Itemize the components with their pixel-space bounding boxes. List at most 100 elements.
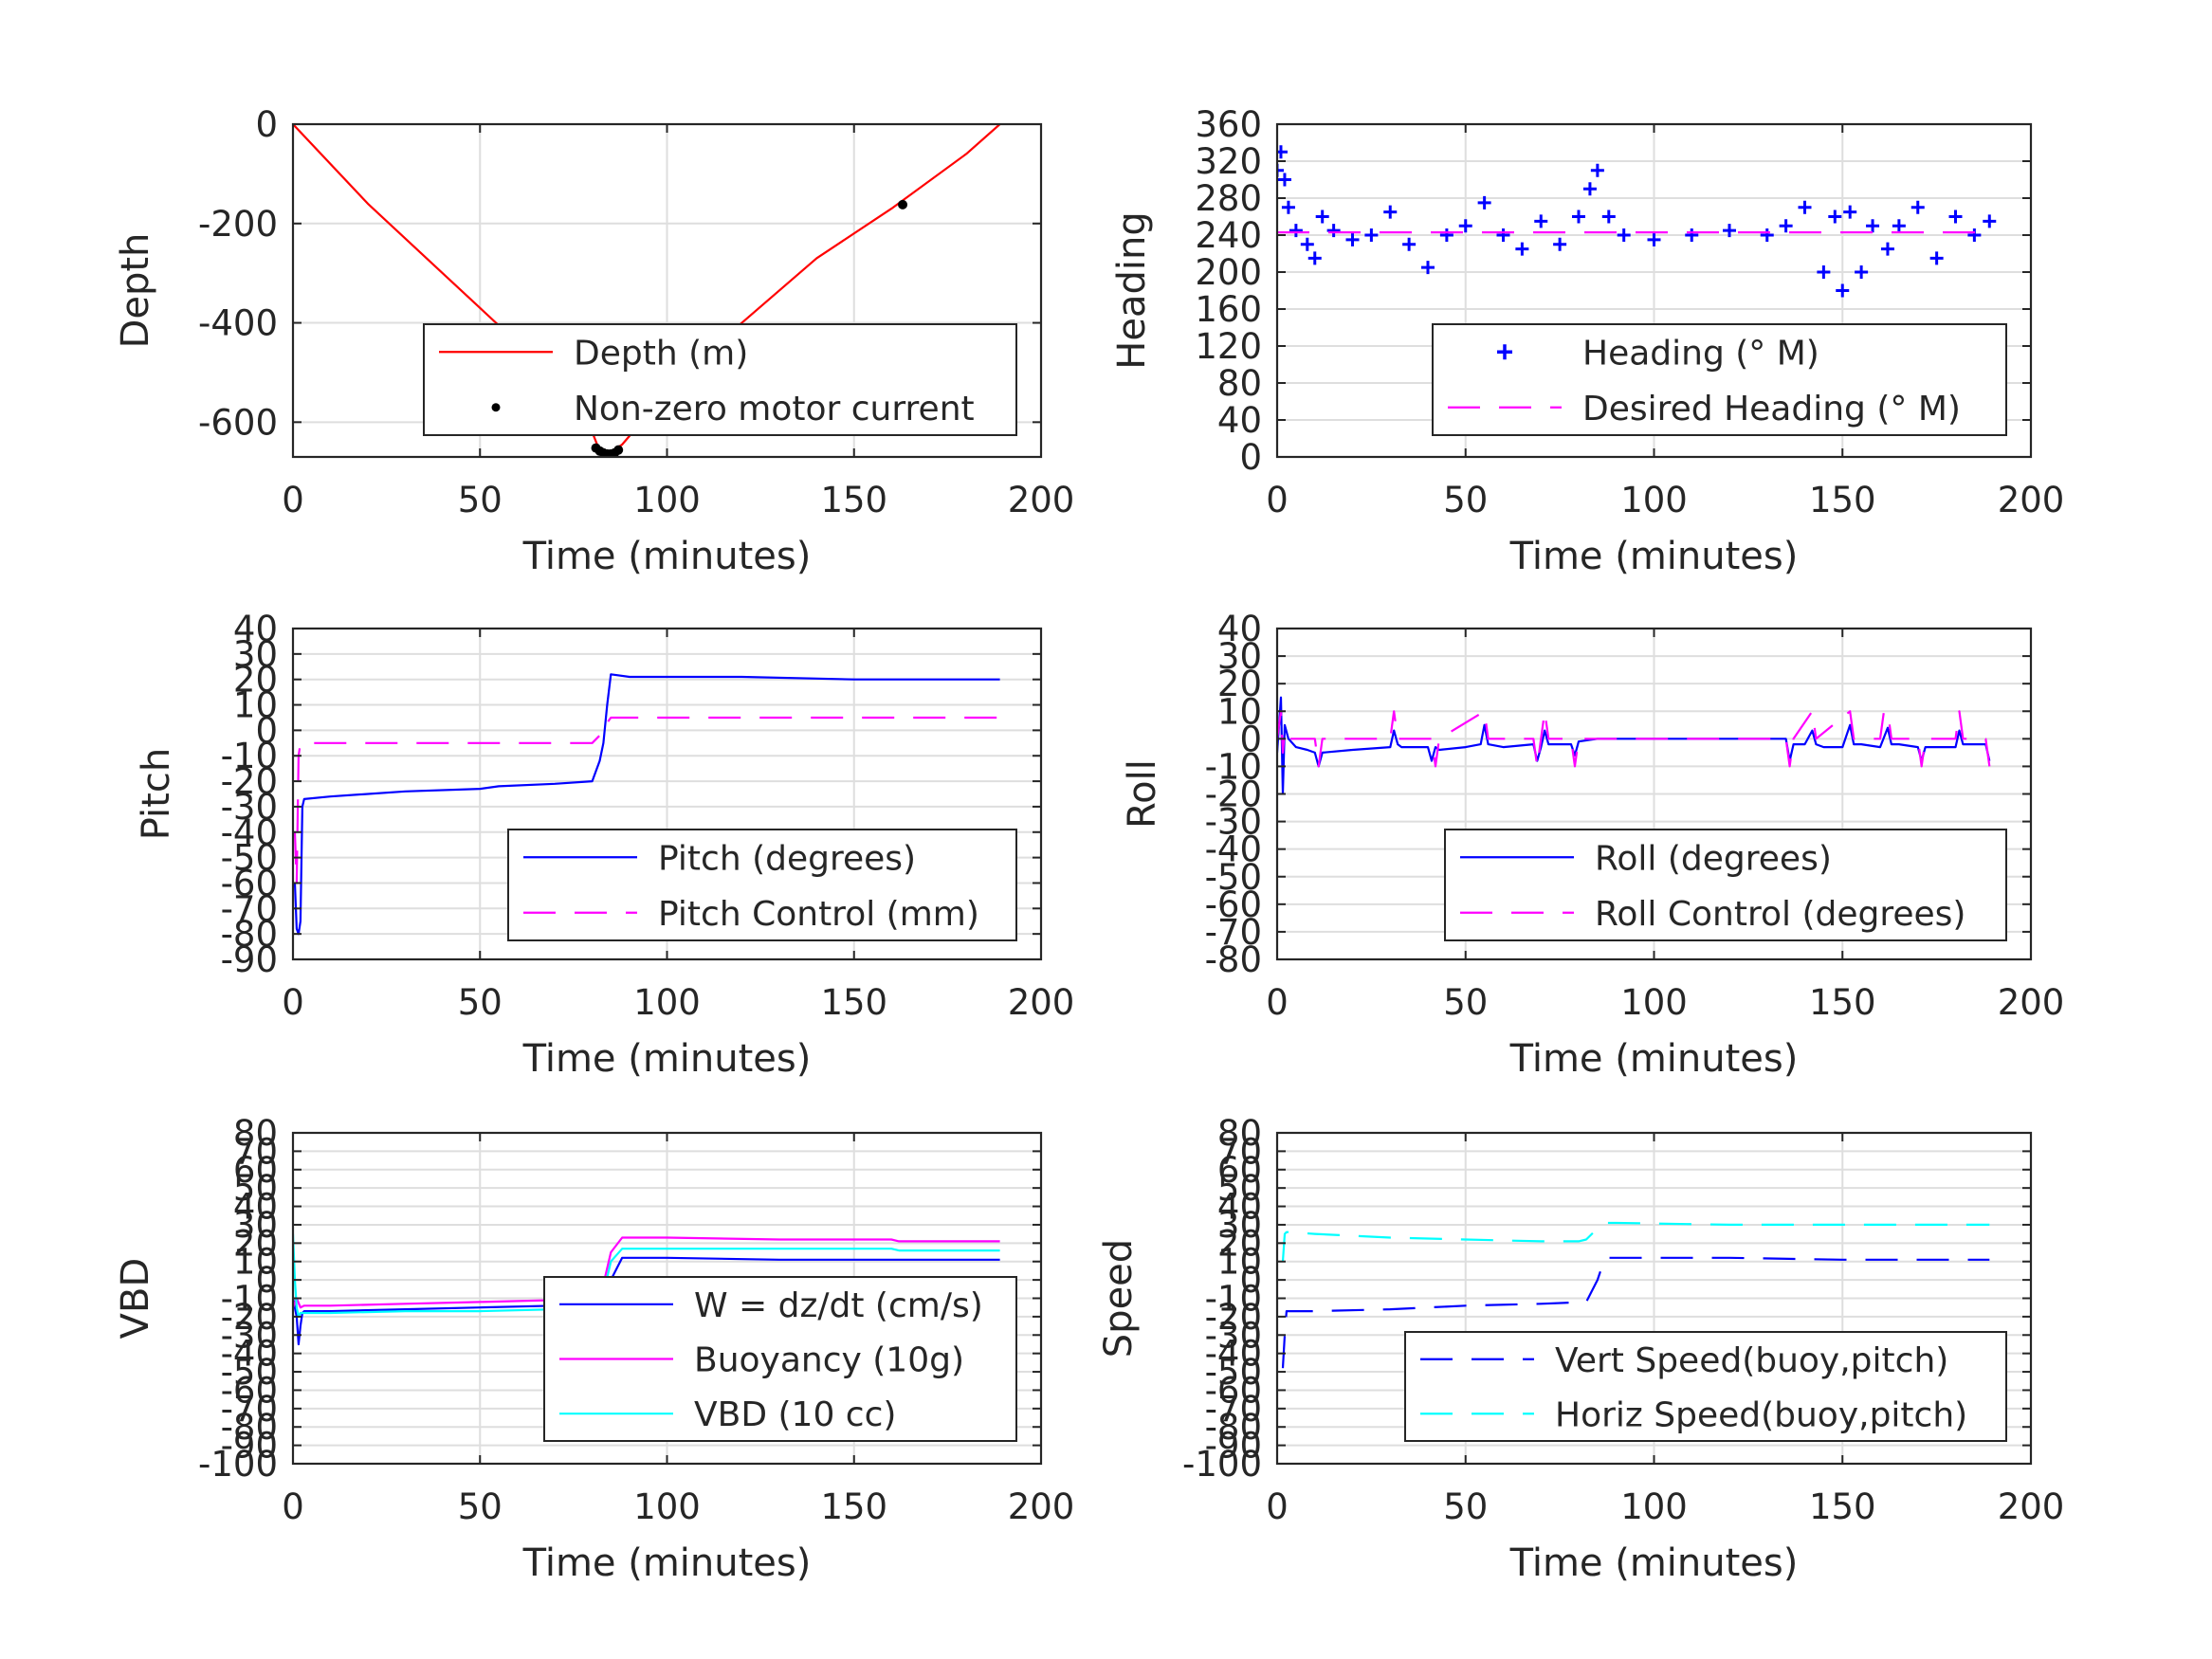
x-tick-label: 150 <box>1809 480 1876 520</box>
legend-label: VBD (10 cc) <box>694 1395 896 1434</box>
x-tick-label: 200 <box>1008 1486 1075 1527</box>
y-tick-label: 30 <box>1217 1205 1262 1246</box>
y-tick-label: -90 <box>221 1426 278 1467</box>
x-tick-label: 100 <box>633 982 701 1023</box>
series-heading-0-point <box>1798 200 1812 214</box>
y-tick-label: -30 <box>1205 1315 1262 1356</box>
y-axis-label: Depth <box>114 233 157 349</box>
y-tick-label: 50 <box>233 1168 278 1209</box>
x-tick-label: 100 <box>633 480 701 520</box>
x-tick-label: 200 <box>1998 480 2065 520</box>
series-depth-1-point <box>898 199 908 210</box>
x-tick-label: 100 <box>633 1486 701 1527</box>
y-tick-label: 0 <box>1239 719 1262 759</box>
y-tick-label: -10 <box>1205 746 1262 787</box>
y-tick-label: 200 <box>1195 252 1262 293</box>
legend-swatch <box>491 403 501 412</box>
y-tick-label: -90 <box>1205 1426 1262 1467</box>
x-tick-label: 100 <box>1620 480 1688 520</box>
x-axis-label: Time (minutes) <box>522 1037 812 1081</box>
legend-box <box>1444 829 2007 941</box>
legend-label: Pitch (degrees) <box>658 839 916 878</box>
y-tick-label: 0 <box>255 1260 278 1301</box>
series-heading-0-point <box>1647 232 1661 246</box>
series-heading-0-point <box>1967 228 1982 242</box>
y-tick-label: -40 <box>1205 1334 1262 1375</box>
y-tick-label: -90 <box>221 939 278 980</box>
y-tick-label: -80 <box>1205 939 1262 980</box>
x-tick-label: 0 <box>282 480 304 520</box>
legend-label: Heading (° M) <box>1582 334 1819 373</box>
y-tick-label: -40 <box>221 812 278 853</box>
x-tick-label: 50 <box>458 1486 503 1527</box>
y-tick-label: -20 <box>1205 1297 1262 1338</box>
x-tick-label: 200 <box>1008 982 1075 1023</box>
series-heading-0-point <box>1439 228 1453 242</box>
series-depth-1-point <box>613 445 624 455</box>
series-heading-0-point <box>1281 200 1295 214</box>
series-heading-0-point <box>1553 237 1567 251</box>
y-tick-label: -100 <box>198 1444 278 1485</box>
x-tick-label: 50 <box>1443 982 1488 1023</box>
y-tick-label: 10 <box>1217 691 1262 732</box>
y-tick-label: -20 <box>221 1297 278 1338</box>
y-tick-label: -100 <box>1182 1444 1262 1485</box>
x-tick-label: 0 <box>1266 982 1289 1023</box>
series-heading-0-point <box>1572 210 1585 224</box>
y-tick-label: -50 <box>1205 857 1262 898</box>
series-heading-0-point <box>1855 265 1869 279</box>
y-tick-label: -600 <box>198 402 278 443</box>
y-tick-label: -60 <box>221 863 278 903</box>
y-tick-label: 10 <box>1217 1242 1262 1283</box>
y-tick-label: 280 <box>1195 178 1262 219</box>
y-tick-label: 20 <box>1217 1223 1262 1264</box>
x-tick-label: 100 <box>1620 1486 1688 1527</box>
legend: Pitch (degrees) Pitch Control (mm) <box>507 829 1017 941</box>
series-speed-1-line <box>1281 1221 1990 1262</box>
legend-label: Roll (degrees) <box>1595 839 1832 878</box>
y-tick-label: -20 <box>1205 775 1262 815</box>
y-axis-label: VBD <box>114 1258 157 1340</box>
series-heading-0-point <box>1421 261 1435 275</box>
y-tick-label: -50 <box>221 1352 278 1393</box>
legend-label: Roll Control (degrees) <box>1595 895 1965 934</box>
y-tick-label: -10 <box>221 736 278 776</box>
y-tick-label: 80 <box>1217 363 1262 404</box>
series-heading-0-point <box>1760 228 1774 242</box>
series-heading-0-point <box>1364 228 1379 242</box>
x-tick-label: 50 <box>1443 1486 1488 1527</box>
legend-label: Depth (m) <box>574 334 748 373</box>
series-heading-0-point <box>1817 265 1831 279</box>
y-tick-label: 80 <box>1217 1113 1262 1154</box>
series-heading-0-point <box>1326 224 1341 238</box>
y-tick-label: 30 <box>233 634 278 675</box>
series-heading-0-point <box>1880 242 1894 256</box>
y-tick-label: 70 <box>233 1131 278 1172</box>
y-tick-label: -70 <box>1205 1389 1262 1430</box>
y-tick-label: 0 <box>1239 1260 1262 1301</box>
y-tick-label: -400 <box>198 303 278 344</box>
x-axis-label: Time (minutes) <box>522 1541 812 1585</box>
panel-speed: 0 50 100 150 20080706050403020100-10-20-30-4… <box>1097 1113 2064 1585</box>
y-tick-label: 40 <box>233 1187 278 1228</box>
y-tick-label: 60 <box>1217 1150 1262 1191</box>
y-tick-label: 0 <box>255 710 278 751</box>
x-tick-label: 0 <box>282 982 304 1023</box>
legend-box <box>1432 323 2007 436</box>
series-vbd-2-line <box>293 1233 1000 1319</box>
y-tick-label: 20 <box>233 1223 278 1264</box>
y-tick-label: -40 <box>221 1334 278 1375</box>
series-pitch-1-line <box>293 716 1000 884</box>
series-heading-0-point <box>1948 210 1963 224</box>
legend-label: Vert Speed(buoy,pitch) <box>1555 1341 1948 1380</box>
y-axis-label: Speed <box>1097 1239 1141 1358</box>
y-tick-label: 360 <box>1195 104 1262 145</box>
legend-box <box>1404 1331 2007 1442</box>
x-tick-label: 150 <box>820 1486 887 1527</box>
y-tick-label: -70 <box>1205 912 1262 953</box>
x-tick-label: 100 <box>1620 982 1688 1023</box>
y-tick-label: 320 <box>1195 141 1262 182</box>
series-heading-0-point <box>1582 182 1597 196</box>
series-heading-0-point <box>1496 228 1510 242</box>
